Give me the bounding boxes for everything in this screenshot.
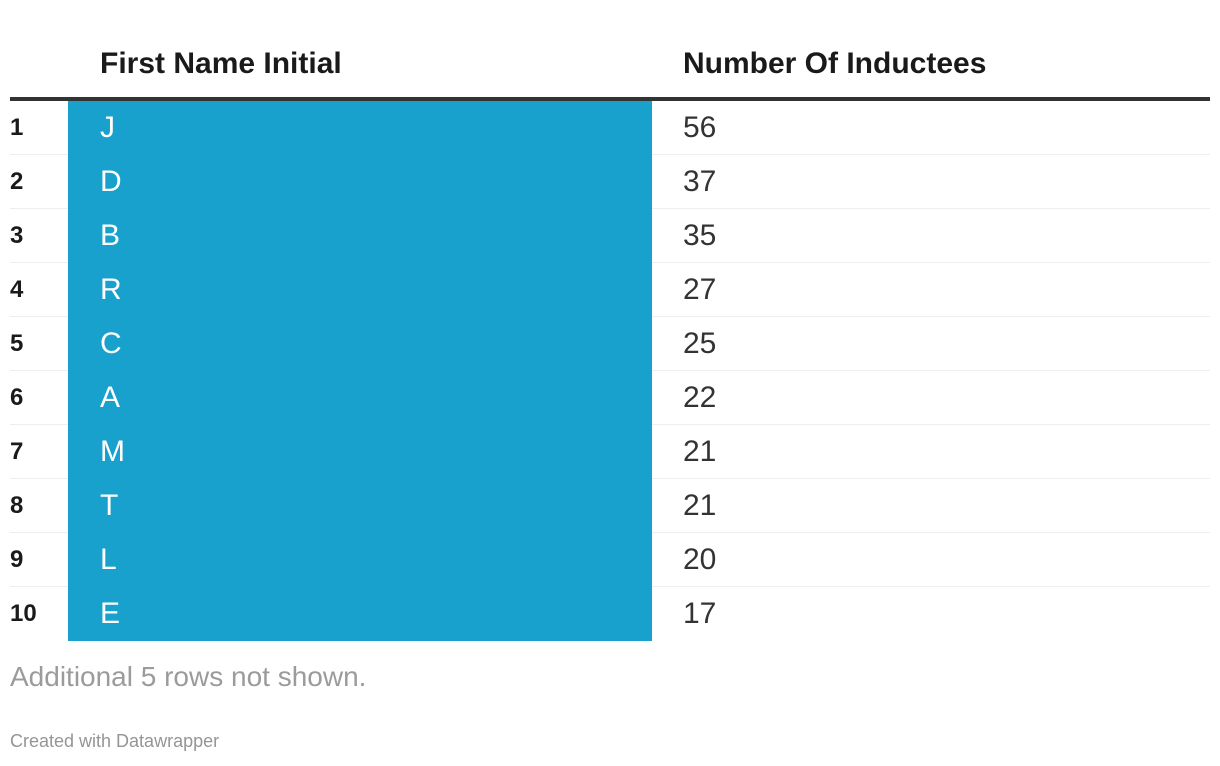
- initial-cell-label: M: [100, 435, 125, 468]
- table-row: 9 L 20: [10, 533, 1210, 587]
- column-header-initial: First Name Initial: [100, 47, 342, 80]
- rank-cell: 7: [10, 425, 68, 479]
- initial-cell-label: T: [100, 489, 119, 522]
- initial-highlight-cell: D: [68, 155, 652, 209]
- rows-not-shown-note: Additional 5 rows not shown.: [10, 661, 367, 692]
- rank-cell: 6: [10, 371, 68, 425]
- header-rule: [10, 97, 1210, 101]
- table-row: 7 M 21: [10, 425, 1210, 479]
- count-cell: 56: [652, 101, 1210, 155]
- table-row: 8 T 21: [10, 479, 1210, 533]
- rank-cell: 3: [10, 209, 68, 263]
- rank-cell: 8: [10, 479, 68, 533]
- rank-cell: 2: [10, 155, 68, 209]
- initial-highlight-cell: T: [68, 479, 652, 533]
- table-row: 2 D 37: [10, 155, 1210, 209]
- count-cell: 21: [652, 479, 1210, 533]
- count-cell: 21: [652, 425, 1210, 479]
- initial-cell-label: A: [100, 381, 121, 414]
- table-header-row: First Name Initial Number Of Inductees: [10, 0, 1210, 97]
- initial-highlight-cell: E: [68, 587, 652, 641]
- rank-cell: 9: [10, 533, 68, 587]
- table-row: 5 C 25: [10, 317, 1210, 371]
- inductees-table: First Name Initial Number Of Inductees 1…: [10, 0, 1210, 641]
- initial-cell-label: D: [100, 165, 122, 198]
- table-row: 3 B 35: [10, 209, 1210, 263]
- initial-highlight-cell: B: [68, 209, 652, 263]
- count-cell: 25: [652, 317, 1210, 371]
- initial-cell-label: R: [100, 273, 122, 306]
- column-header-count: Number Of Inductees: [683, 47, 987, 80]
- initial-highlight-cell: A: [68, 371, 652, 425]
- count-cell: 17: [683, 597, 717, 630]
- table-row: 6 A 22: [10, 371, 1210, 425]
- count-cell: 27: [652, 263, 1210, 317]
- table-row: 10 E 17: [10, 587, 1210, 641]
- rank-cell: 5: [10, 317, 68, 371]
- initial-cell-label: C: [100, 327, 122, 360]
- initial-highlight-cell: R: [68, 263, 652, 317]
- table-row: 4 R 27: [10, 263, 1210, 317]
- count-cell: 22: [652, 371, 1210, 425]
- table-body: 1 J 56 2 D 37 3 B 35 4 R 27 5 C 25 6: [10, 101, 1210, 641]
- datawrapper-attribution: Created with Datawrapper: [10, 731, 220, 751]
- initial-highlight-cell: L: [68, 533, 652, 587]
- count-cell: 20: [652, 533, 1210, 587]
- rank-cell: 10: [10, 600, 37, 627]
- count-cell: 35: [652, 209, 1210, 263]
- initial-cell-label: L: [100, 543, 117, 576]
- rank-cell: 1: [10, 101, 68, 155]
- initial-cell-label: B: [100, 219, 121, 252]
- rank-cell: 4: [10, 263, 68, 317]
- initial-highlight-cell: C: [68, 317, 652, 371]
- count-cell: 37: [652, 155, 1210, 209]
- initial-cell-label: J: [100, 111, 115, 144]
- initial-highlight-cell: M: [68, 425, 652, 479]
- initial-cell-label: E: [100, 597, 121, 630]
- initial-highlight-cell: J: [68, 101, 652, 155]
- table-row: 1 J 56: [10, 101, 1210, 155]
